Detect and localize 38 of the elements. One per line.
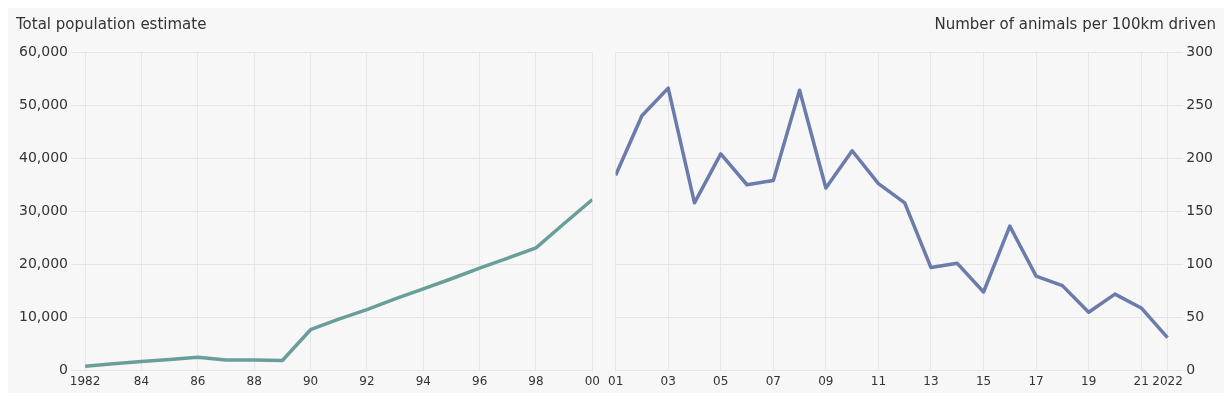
- x-tick-label: 94: [415, 373, 431, 388]
- x-tick-label: 09: [818, 373, 834, 388]
- y-tick-label: 50,000: [18, 95, 68, 112]
- x-tick-label: 11: [870, 373, 887, 388]
- x-tick-label: 21: [1133, 373, 1149, 388]
- y-tick-label: 10,000: [18, 308, 68, 325]
- y2-tick-label: 50: [1186, 308, 1205, 325]
- y2-tick-label: 100: [1186, 255, 1214, 272]
- x-tick-label: 00: [584, 373, 601, 388]
- y2-tick-label: 0: [1186, 361, 1196, 378]
- x-tick-label: 84: [133, 373, 150, 388]
- x-tick-label: 92: [359, 373, 375, 388]
- x-tick-label: 90: [302, 373, 319, 388]
- y-axis-title: Total population estimate: [15, 14, 207, 33]
- x-tick-label: 17: [1028, 373, 1044, 388]
- y2-tick-label: 150: [1186, 201, 1214, 218]
- x-tick-label: 13: [923, 373, 939, 388]
- y-tick-label: 40,000: [18, 148, 68, 165]
- y2-axis-title: Number of animals per 100km driven: [934, 14, 1216, 33]
- y2-tick-label: 200: [1186, 148, 1214, 165]
- x-tick-label: 19: [1081, 373, 1097, 388]
- x-tick-label: 88: [246, 373, 262, 388]
- x-tick-label: 07: [765, 373, 781, 388]
- y-tick-label: 30,000: [18, 201, 68, 218]
- y2-tick-label: 250: [1186, 95, 1214, 112]
- x-tick-label: 96: [471, 373, 488, 388]
- x-tick-label: 2022: [1152, 373, 1183, 388]
- x-tick-label: 05: [713, 373, 729, 388]
- x-tick-label: 15: [975, 373, 992, 388]
- y-tick-label: 0: [59, 361, 68, 378]
- y-tick-label: 20,000: [18, 255, 68, 272]
- x-tick-label: 98: [528, 373, 544, 388]
- y2-tick-label: 300: [1186, 42, 1214, 59]
- y-tick-label: 60,000: [18, 42, 68, 59]
- x-tick-label: 03: [660, 373, 676, 388]
- x-tick-label: 86: [190, 373, 206, 388]
- x-tick-label: 01: [607, 373, 624, 388]
- x-tick-label: 1982: [69, 373, 101, 388]
